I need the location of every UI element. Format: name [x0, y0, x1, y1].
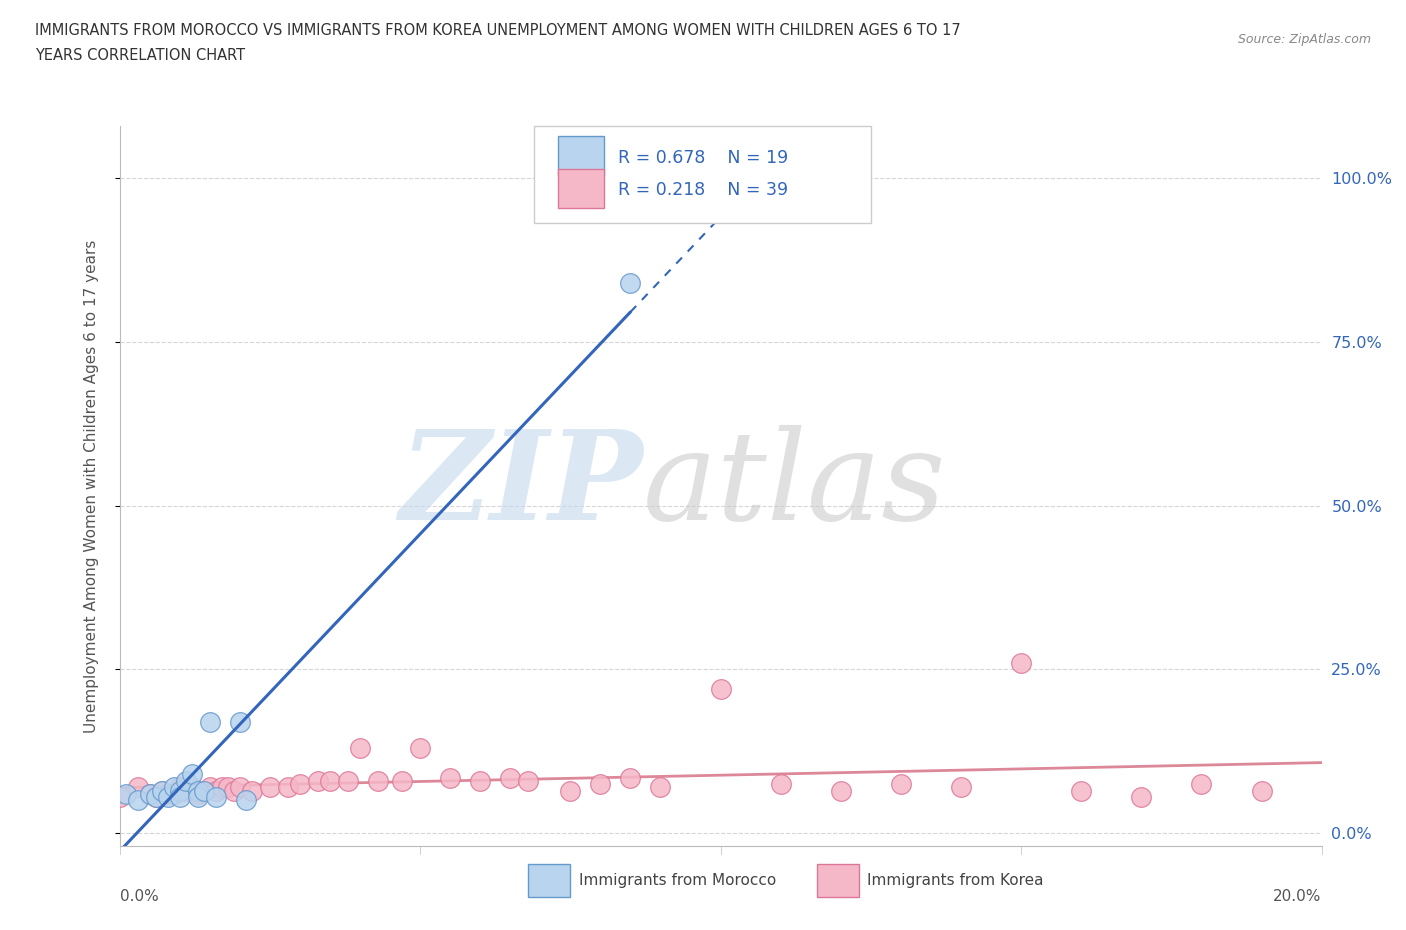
- Point: [409, 740, 432, 755]
- Point: [1189, 777, 1212, 791]
- Point: [138, 787, 160, 802]
- Point: [162, 780, 184, 795]
- FancyBboxPatch shape: [534, 126, 870, 223]
- Text: R = 0.678    N = 19: R = 0.678 N = 19: [619, 149, 789, 167]
- Point: [150, 783, 173, 798]
- Point: [560, 783, 582, 798]
- Point: [235, 793, 257, 808]
- Point: [619, 770, 641, 785]
- Point: [222, 783, 245, 798]
- Point: [240, 783, 263, 798]
- Point: [439, 770, 461, 785]
- Point: [619, 275, 641, 290]
- Point: [127, 780, 149, 795]
- Point: [589, 777, 612, 791]
- Point: [127, 793, 149, 808]
- Point: [162, 787, 184, 802]
- Text: ZIP: ZIP: [399, 425, 643, 547]
- Text: Immigrants from Korea: Immigrants from Korea: [868, 873, 1043, 888]
- Point: [138, 787, 160, 802]
- Text: R = 0.218    N = 39: R = 0.218 N = 39: [619, 181, 789, 199]
- Point: [890, 777, 912, 791]
- Point: [769, 777, 792, 791]
- Point: [180, 780, 202, 795]
- Point: [193, 783, 215, 798]
- Point: [217, 780, 239, 795]
- Point: [211, 780, 233, 795]
- Point: [288, 777, 311, 791]
- Point: [108, 790, 131, 804]
- Point: [336, 774, 359, 789]
- Point: [180, 766, 202, 781]
- Point: [187, 790, 209, 804]
- Y-axis label: Unemployment Among Women with Children Ages 6 to 17 years: Unemployment Among Women with Children A…: [84, 239, 98, 733]
- Text: Immigrants from Morocco: Immigrants from Morocco: [579, 873, 776, 888]
- Text: 0.0%: 0.0%: [120, 889, 159, 904]
- Point: [145, 790, 167, 804]
- Point: [169, 790, 191, 804]
- Point: [156, 790, 179, 804]
- Point: [367, 774, 389, 789]
- Point: [114, 787, 136, 802]
- Point: [156, 787, 179, 802]
- Point: [150, 783, 173, 798]
- Point: [204, 790, 226, 804]
- Point: [499, 770, 522, 785]
- Point: [174, 774, 197, 789]
- Text: IMMIGRANTS FROM MOROCCO VS IMMIGRANTS FROM KOREA UNEMPLOYMENT AMONG WOMEN WITH C: IMMIGRANTS FROM MOROCCO VS IMMIGRANTS FR…: [35, 23, 960, 38]
- Text: YEARS CORRELATION CHART: YEARS CORRELATION CHART: [35, 48, 245, 63]
- Text: Source: ZipAtlas.com: Source: ZipAtlas.com: [1237, 33, 1371, 46]
- FancyBboxPatch shape: [558, 169, 605, 208]
- Point: [830, 783, 852, 798]
- Text: 20.0%: 20.0%: [1274, 889, 1322, 904]
- Point: [187, 787, 209, 802]
- Point: [198, 714, 221, 729]
- Point: [204, 783, 226, 798]
- Point: [228, 780, 252, 795]
- Point: [349, 740, 371, 755]
- Point: [277, 780, 299, 795]
- FancyBboxPatch shape: [529, 864, 571, 897]
- FancyBboxPatch shape: [817, 864, 859, 897]
- Point: [468, 774, 492, 789]
- Point: [709, 682, 731, 697]
- Point: [198, 780, 221, 795]
- Point: [174, 783, 197, 798]
- Point: [650, 780, 672, 795]
- Point: [517, 774, 540, 789]
- Point: [1070, 783, 1092, 798]
- Point: [1250, 783, 1272, 798]
- Point: [259, 780, 281, 795]
- Point: [169, 780, 191, 795]
- Point: [319, 774, 342, 789]
- FancyBboxPatch shape: [558, 137, 605, 176]
- Point: [1010, 656, 1032, 671]
- Text: atlas: atlas: [643, 425, 946, 547]
- Point: [307, 774, 329, 789]
- Point: [391, 774, 413, 789]
- Point: [145, 790, 167, 804]
- Point: [187, 783, 209, 798]
- Point: [228, 714, 252, 729]
- Point: [1130, 790, 1153, 804]
- Point: [950, 780, 973, 795]
- Point: [169, 783, 191, 798]
